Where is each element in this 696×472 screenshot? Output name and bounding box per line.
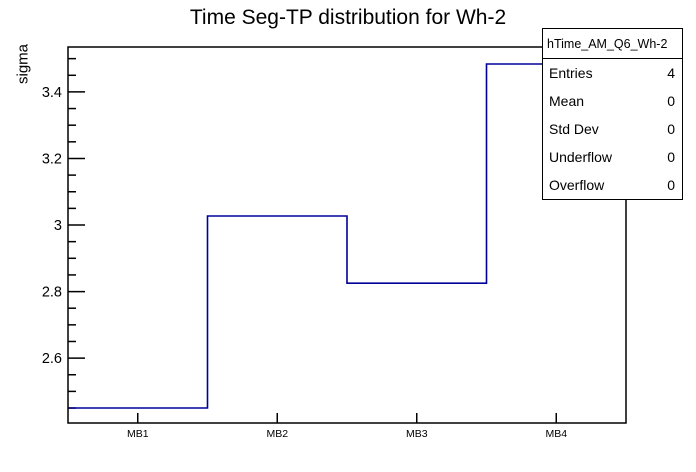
stats-value: 0	[667, 177, 675, 193]
plot-frame	[67, 46, 627, 424]
y-tick-label: 3.4	[42, 85, 62, 101]
y-tick-label: 3.2	[42, 151, 62, 167]
stats-box-rows: Entries 4 Mean 0 Std Dev 0 Underflow 0 O…	[543, 59, 682, 199]
stats-row-mean: Mean 0	[543, 87, 682, 115]
stats-value: 0	[667, 93, 675, 109]
stats-label: Underflow	[549, 149, 613, 165]
plot-title: Time Seg-TP distribution for Wh-2	[189, 6, 507, 29]
stats-value: 4	[667, 65, 675, 81]
stats-box: hTime_AM_Q6_Wh-2 Entries 4 Mean 0 Std De…	[542, 28, 683, 200]
stats-value: 0	[667, 149, 675, 165]
stats-label: Mean	[549, 93, 585, 109]
y-tick-label: 3	[54, 218, 62, 234]
histogram-line	[68, 63, 626, 409]
stats-value: 0	[667, 121, 675, 137]
stats-label: Overflow	[549, 177, 605, 193]
stats-label: Std Dev	[549, 121, 599, 137]
x-tick-label: MB4	[545, 428, 567, 440]
x-tick-label: MB3	[406, 428, 428, 440]
stats-box-title: hTime_AM_Q6_Wh-2	[543, 29, 682, 59]
stats-row-stddev: Std Dev 0	[543, 115, 682, 143]
x-tick-label: MB1	[127, 428, 149, 440]
stats-row-overflow: Overflow 0	[543, 171, 682, 199]
x-tick-label: MB2	[266, 428, 288, 440]
stats-row-underflow: Underflow 0	[543, 143, 682, 171]
y-tick-label: 2.6	[42, 351, 62, 367]
stats-row-entries: Entries 4	[543, 59, 682, 87]
stats-label: Entries	[549, 65, 593, 81]
y-tick-label: 2.8	[42, 285, 62, 301]
